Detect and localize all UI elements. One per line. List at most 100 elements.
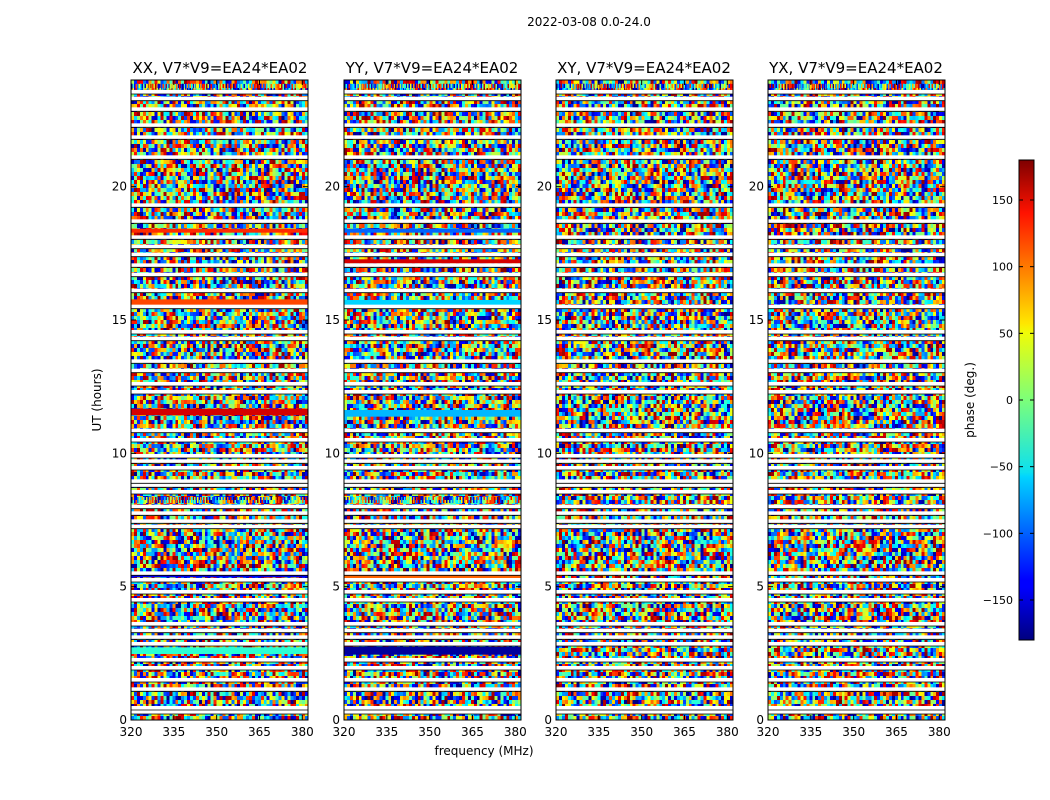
striped-row [398, 497, 400, 503]
striped-row [410, 83, 412, 90]
striped-row [191, 497, 193, 503]
striped-row [843, 83, 845, 90]
flagged-row [768, 511, 945, 516]
flagged-row [556, 628, 733, 633]
striped-row [194, 497, 196, 503]
flagged-row [344, 454, 521, 458]
flagged-row [131, 244, 308, 249]
striped-row [152, 497, 154, 503]
x-tick-label: 365 [673, 725, 696, 739]
striped-row [670, 83, 672, 90]
striped-row [173, 83, 175, 90]
flagged-row [768, 336, 945, 341]
flagged-row [344, 336, 521, 341]
striped-row [371, 83, 373, 90]
y-tick-label: 0 [756, 713, 764, 727]
striped-row [846, 83, 848, 90]
flagged-row [556, 438, 733, 442]
striped-row [682, 83, 684, 90]
flagged-row [344, 590, 521, 594]
x-tick-label: 320 [545, 725, 568, 739]
flagged-row [556, 155, 733, 160]
striped-row [897, 83, 899, 90]
striped-row [712, 83, 714, 90]
striped-row [359, 83, 361, 90]
colorbar-tick-label: −50 [990, 461, 1013, 474]
striped-row [706, 83, 708, 90]
panel-frame [555, 79, 734, 721]
flagged-row [344, 479, 521, 484]
striped-row [661, 83, 663, 90]
striped-row [425, 83, 427, 90]
striped-row [476, 497, 478, 503]
flagged-row [768, 96, 945, 101]
striped-row [194, 83, 196, 90]
striped-row [488, 83, 490, 90]
striped-row [305, 497, 307, 503]
flagged-row [556, 466, 733, 470]
striped-row [903, 83, 905, 90]
flagged-row [131, 252, 308, 257]
flagged-row [768, 123, 945, 128]
striped-row [927, 83, 929, 90]
striped-row [691, 83, 693, 90]
striped-row [206, 83, 208, 90]
striped-row [161, 83, 163, 90]
flagged-row [344, 263, 521, 268]
flagged-row [131, 304, 308, 309]
striped-row [389, 83, 391, 90]
panel-xx: XX, V7*V9=EA24*EA02 [133, 59, 308, 77]
flagged-row [131, 598, 308, 602]
striped-row [221, 83, 223, 90]
y-tick-label: 15 [112, 313, 127, 327]
striped-row [275, 497, 277, 503]
flagged-row [768, 628, 945, 633]
flagged-row [768, 578, 945, 582]
striped-row [673, 83, 675, 90]
x-tick-label: 320 [757, 725, 780, 739]
flagged-row [344, 687, 521, 692]
flagged-row [344, 490, 521, 494]
flagged-row [131, 96, 308, 101]
striped-row [610, 83, 612, 90]
striped-row [798, 83, 800, 90]
x-tick-label: 335 [162, 725, 185, 739]
colorbar-tick-label: 50 [999, 327, 1013, 340]
striped-row [278, 83, 280, 90]
coherent-band [131, 228, 308, 233]
striped-row [227, 83, 229, 90]
flagged-row [131, 336, 308, 341]
striped-row [413, 83, 415, 90]
striped-row [368, 497, 370, 503]
striped-row [795, 83, 797, 90]
striped-row [419, 497, 421, 503]
flagged-row [556, 336, 733, 341]
flagged-row [131, 123, 308, 128]
striped-row [287, 83, 289, 90]
flagged-row [556, 203, 733, 208]
flagged-row [344, 678, 521, 682]
striped-row [834, 83, 836, 90]
striped-row [140, 83, 142, 90]
flagged-row [556, 658, 733, 662]
striped-row [437, 83, 439, 90]
flagged-row [556, 678, 733, 682]
striped-row [353, 497, 355, 503]
flagged-row [131, 459, 308, 464]
striped-row [852, 83, 854, 90]
figure-title: 2022-03-08 0.0-24.0 [527, 15, 651, 29]
x-tick-label: 350 [630, 725, 653, 739]
flagged-row [768, 390, 945, 394]
striped-row [170, 83, 172, 90]
panel-frame [767, 79, 946, 721]
striped-row [203, 497, 205, 503]
flagged-row [768, 666, 945, 670]
striped-row [440, 497, 442, 503]
striped-row [467, 497, 469, 503]
flagged-row [131, 504, 308, 509]
flagged-row [131, 706, 308, 710]
coherent-band [344, 410, 521, 417]
striped-row [667, 83, 669, 90]
flagged-row [344, 622, 521, 626]
y-tick-label: 20 [749, 180, 764, 194]
